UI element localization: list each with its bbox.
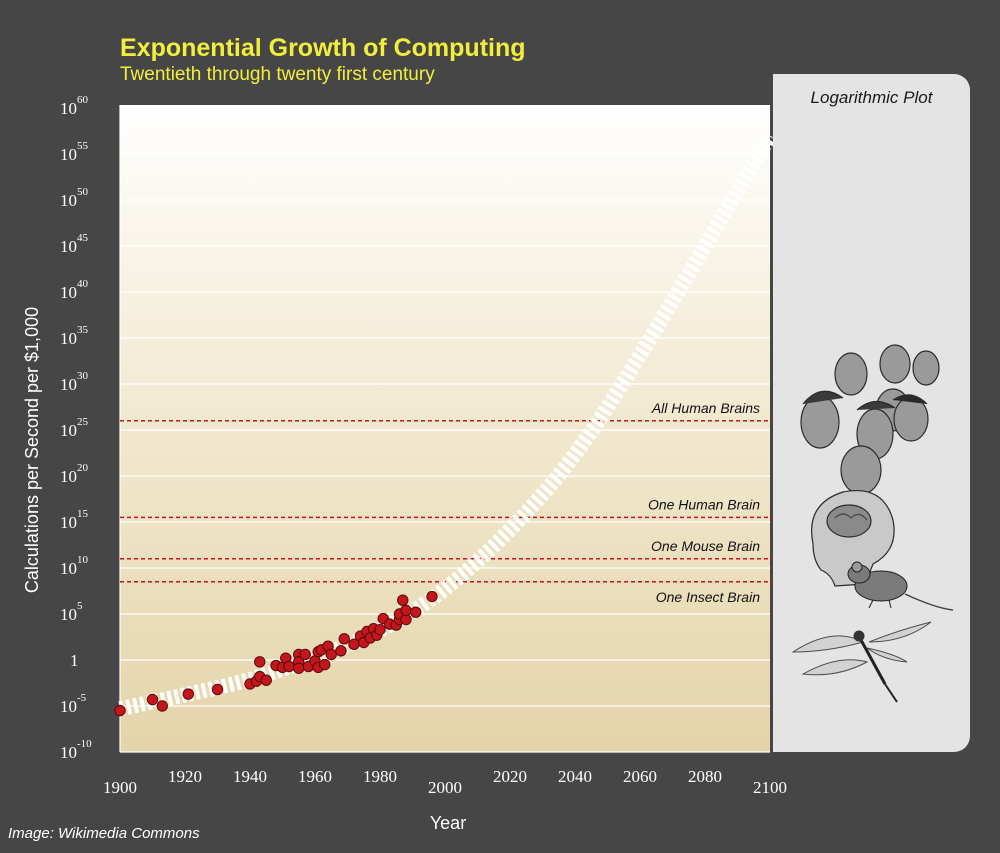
y-tick-base: 10 — [60, 375, 77, 394]
data-point — [374, 623, 386, 636]
y-tick-base: 10 — [60, 559, 77, 578]
y-tick-exponent: 5 — [77, 600, 83, 612]
brain-icon — [811, 490, 895, 587]
data-point — [146, 693, 159, 706]
y-tick-exponent: 10 — [77, 554, 89, 566]
illustrations — [791, 344, 954, 703]
data-point — [410, 606, 422, 618]
x-tick-label: 1960 — [298, 767, 332, 786]
y-tick-label: 10-5 — [60, 692, 87, 716]
x-tick-label: 1920 — [168, 767, 202, 786]
y-tick-label: 1030 — [60, 370, 89, 394]
y-tick-exponent: 15 — [77, 508, 89, 520]
side-panel: Logarithmic Plot — [773, 74, 970, 752]
x-tick-label: 1940 — [233, 767, 267, 786]
x-tick-label: 1900 — [103, 778, 137, 797]
dragonfly-icon — [791, 621, 932, 703]
y-tick-label: 1040 — [60, 278, 89, 302]
y-tick-label: 1045 — [60, 232, 89, 256]
data-point — [319, 658, 331, 671]
y-tick-base: 10 — [60, 145, 77, 164]
x-tick-label: 2060 — [623, 767, 657, 786]
x-axis-label: Year — [430, 813, 466, 833]
y-tick-exponent: 60 — [77, 94, 89, 106]
y-tick-exponent: 25 — [77, 416, 89, 428]
y-tick-base: 10 — [60, 467, 77, 486]
reference-label: One Insect Brain — [656, 589, 760, 605]
y-tick-base: 10 — [60, 329, 77, 348]
data-point — [299, 648, 311, 661]
reference-lines: All Human Brains One Human Brain One Mouse… — [120, 400, 815, 605]
data-point — [254, 656, 266, 668]
y-tick-base: 10 — [60, 99, 77, 118]
reference-label: One Human Brain — [648, 496, 760, 512]
y-tick-base: 10 — [60, 605, 77, 624]
x-tick-label: 2080 — [688, 767, 722, 786]
y-tick-exponent: 45 — [77, 232, 89, 244]
x-tick-label: 2000 — [428, 778, 462, 797]
reference-label: One Mouse Brain — [651, 538, 760, 554]
mouse-icon — [847, 561, 954, 611]
data-points — [114, 590, 438, 717]
gridlines — [119, 105, 770, 753]
y-tick-label: 1015 — [60, 508, 89, 532]
data-point — [325, 648, 337, 661]
reference-label: All Human Brains — [651, 400, 760, 416]
y-tick-label: 1060 — [60, 94, 89, 118]
x-tick-label: 2020 — [493, 767, 527, 786]
y-tick-label: 1055 — [60, 140, 89, 164]
y-tick-base: 10 — [60, 283, 77, 302]
y-tick-base: 10 — [60, 697, 77, 716]
y-tick-exponent: 35 — [77, 324, 89, 336]
data-point — [397, 594, 409, 606]
y-tick-label: 1 — [70, 651, 79, 670]
y-tick-label: 1050 — [60, 186, 89, 210]
y-tick-label: 10-10 — [60, 738, 92, 762]
y-tick-labels: 1060105510501045104010351030102510201015… — [60, 94, 92, 762]
y-tick-exponent: -5 — [77, 692, 87, 704]
y-tick-exponent: -10 — [77, 738, 92, 750]
data-point — [260, 674, 272, 686]
data-point — [338, 633, 350, 645]
data-point — [211, 683, 224, 696]
x-tick-label: 1980 — [363, 767, 397, 786]
y-tick-label: 1025 — [60, 416, 89, 440]
y-tick-label: 105 — [60, 600, 83, 624]
y-tick-label: 1010 — [60, 554, 89, 578]
data-point — [156, 700, 168, 712]
y-tick-base: 10 — [60, 191, 77, 210]
y-tick-label: 1035 — [60, 324, 89, 348]
image-credit: Image: Wikimedia Commons — [8, 825, 200, 842]
y-axis-label: Calculations per Second per $1,000 — [22, 307, 42, 593]
y-tick-base: 10 — [60, 513, 77, 532]
panel-title: Logarithmic Plot — [810, 88, 933, 107]
data-point — [426, 590, 438, 603]
chart-title: Exponential Growth of Computing — [120, 34, 526, 62]
data-point — [114, 704, 126, 717]
data-point — [400, 604, 412, 617]
y-tick-exponent: 50 — [77, 186, 89, 198]
y-tick-base: 10 — [60, 237, 77, 256]
chart-subtitle: Twentieth through twenty first century — [120, 64, 435, 85]
y-tick-label: 1020 — [60, 462, 89, 486]
y-tick-base: 1 — [70, 651, 79, 670]
human-heads-icon — [800, 344, 940, 495]
data-point — [335, 645, 347, 657]
plot-area — [120, 105, 770, 752]
x-tick-labels: 1900 1920 1940 1960 1980 2000 2020 2040 2060 2080… — [103, 767, 787, 797]
y-tick-base: 10 — [60, 421, 77, 440]
y-tick-exponent: 30 — [77, 370, 89, 382]
data-point — [293, 662, 305, 674]
x-tick-label: 2100 — [753, 778, 787, 797]
x-tick-label: 2040 — [558, 767, 592, 786]
y-tick-exponent: 40 — [77, 278, 89, 290]
data-point — [182, 688, 194, 700]
y-tick-base: 10 — [60, 743, 77, 762]
data-point — [283, 660, 295, 673]
y-tick-exponent: 55 — [77, 140, 89, 152]
y-tick-exponent: 20 — [77, 462, 89, 474]
